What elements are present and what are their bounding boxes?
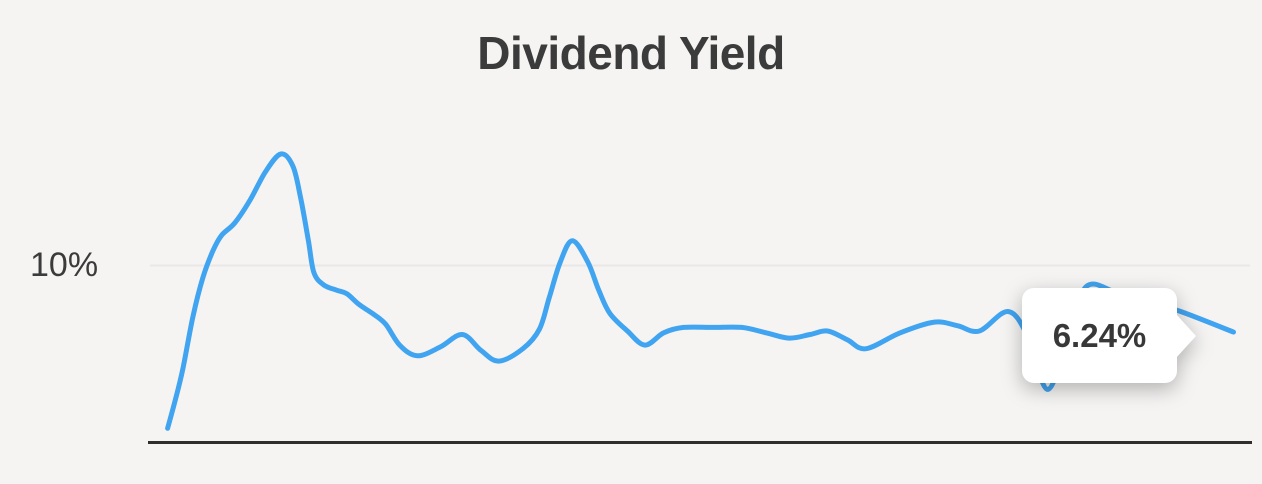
chart-title: Dividend Yield xyxy=(477,27,785,79)
tooltip-value: 6.24% xyxy=(1052,316,1147,354)
tooltip-bubble: 6.24% xyxy=(1022,288,1196,383)
tooltip-arrow-right-icon xyxy=(1176,313,1196,358)
value-tooltip: 6.24% xyxy=(1022,288,1196,383)
y-axis-label-10pct: 10% xyxy=(30,246,99,284)
yield-line-series[interactable] xyxy=(165,151,1236,431)
